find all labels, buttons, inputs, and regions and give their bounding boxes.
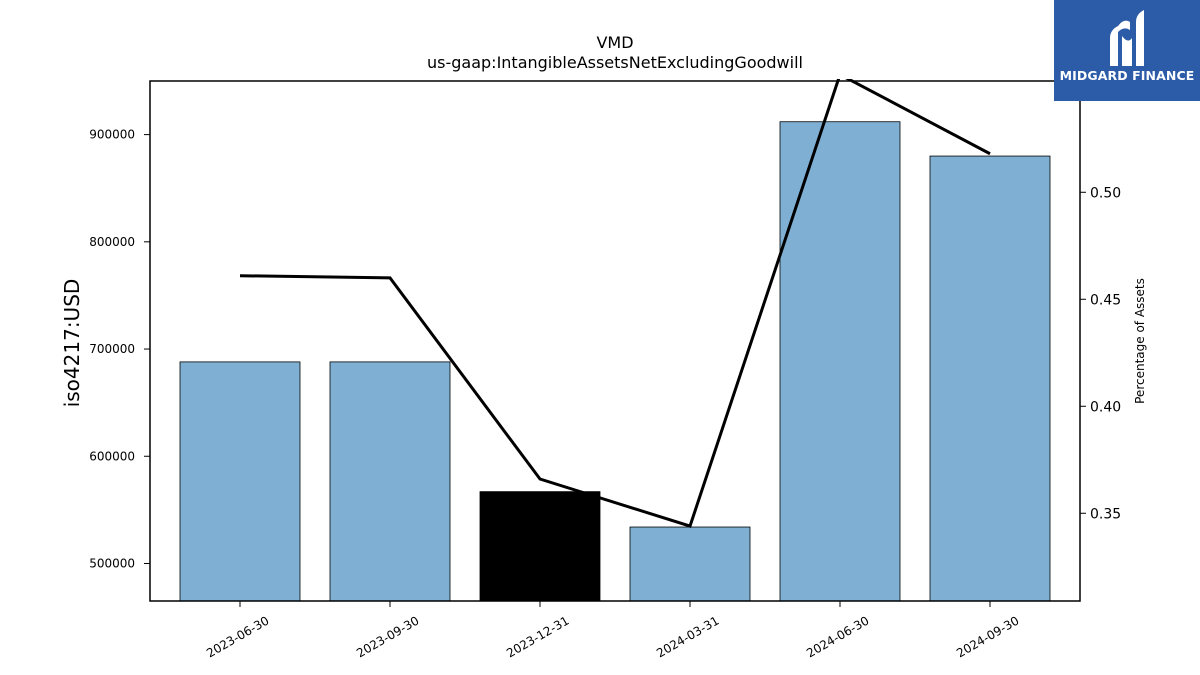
y-tick-label: 900000 bbox=[89, 128, 135, 142]
chart-subtitle: us-gaap:IntangibleAssetsNetExcludingGood… bbox=[427, 53, 803, 72]
series-line bbox=[239, 79, 991, 528]
midgard-logo-icon bbox=[1110, 10, 1144, 66]
x-tick-label: 2024-09-30 bbox=[954, 613, 1021, 660]
y-tick-label: 700000 bbox=[89, 342, 135, 356]
x-tick-label: 2024-03-31 bbox=[654, 613, 721, 660]
y2-tick-label: 0.50 bbox=[1090, 185, 1121, 201]
y-axis-label-left: iso4217:USD bbox=[60, 279, 84, 408]
brand-logo: MIDGARD FINANCE bbox=[1054, 0, 1200, 101]
bar bbox=[779, 121, 901, 602]
y-axis-label-right: Percentage of Assets bbox=[1133, 278, 1147, 404]
y-tick-label: 500000 bbox=[89, 556, 135, 570]
y2-tick-label: 0.45 bbox=[1090, 292, 1121, 308]
y-tick-label: 600000 bbox=[89, 449, 135, 463]
logo-text: MIDGARD FINANCE bbox=[1059, 68, 1195, 83]
y-tick-label: 800000 bbox=[89, 235, 135, 249]
bar bbox=[929, 155, 1051, 602]
x-tick-label: 2023-12-31 bbox=[504, 613, 571, 660]
bar bbox=[479, 491, 601, 602]
chart-title: VMD bbox=[596, 33, 633, 52]
x-tick-label: 2023-06-30 bbox=[204, 613, 271, 660]
x-tick-label: 2024-06-30 bbox=[804, 613, 871, 660]
bar bbox=[629, 526, 751, 602]
y2-tick-label: 0.40 bbox=[1090, 399, 1121, 415]
plot-frame bbox=[149, 80, 1081, 602]
x-tick-label: 2023-09-30 bbox=[354, 613, 421, 660]
bar bbox=[329, 361, 451, 602]
y2-tick-label: 0.35 bbox=[1090, 506, 1121, 522]
bar bbox=[179, 361, 301, 602]
